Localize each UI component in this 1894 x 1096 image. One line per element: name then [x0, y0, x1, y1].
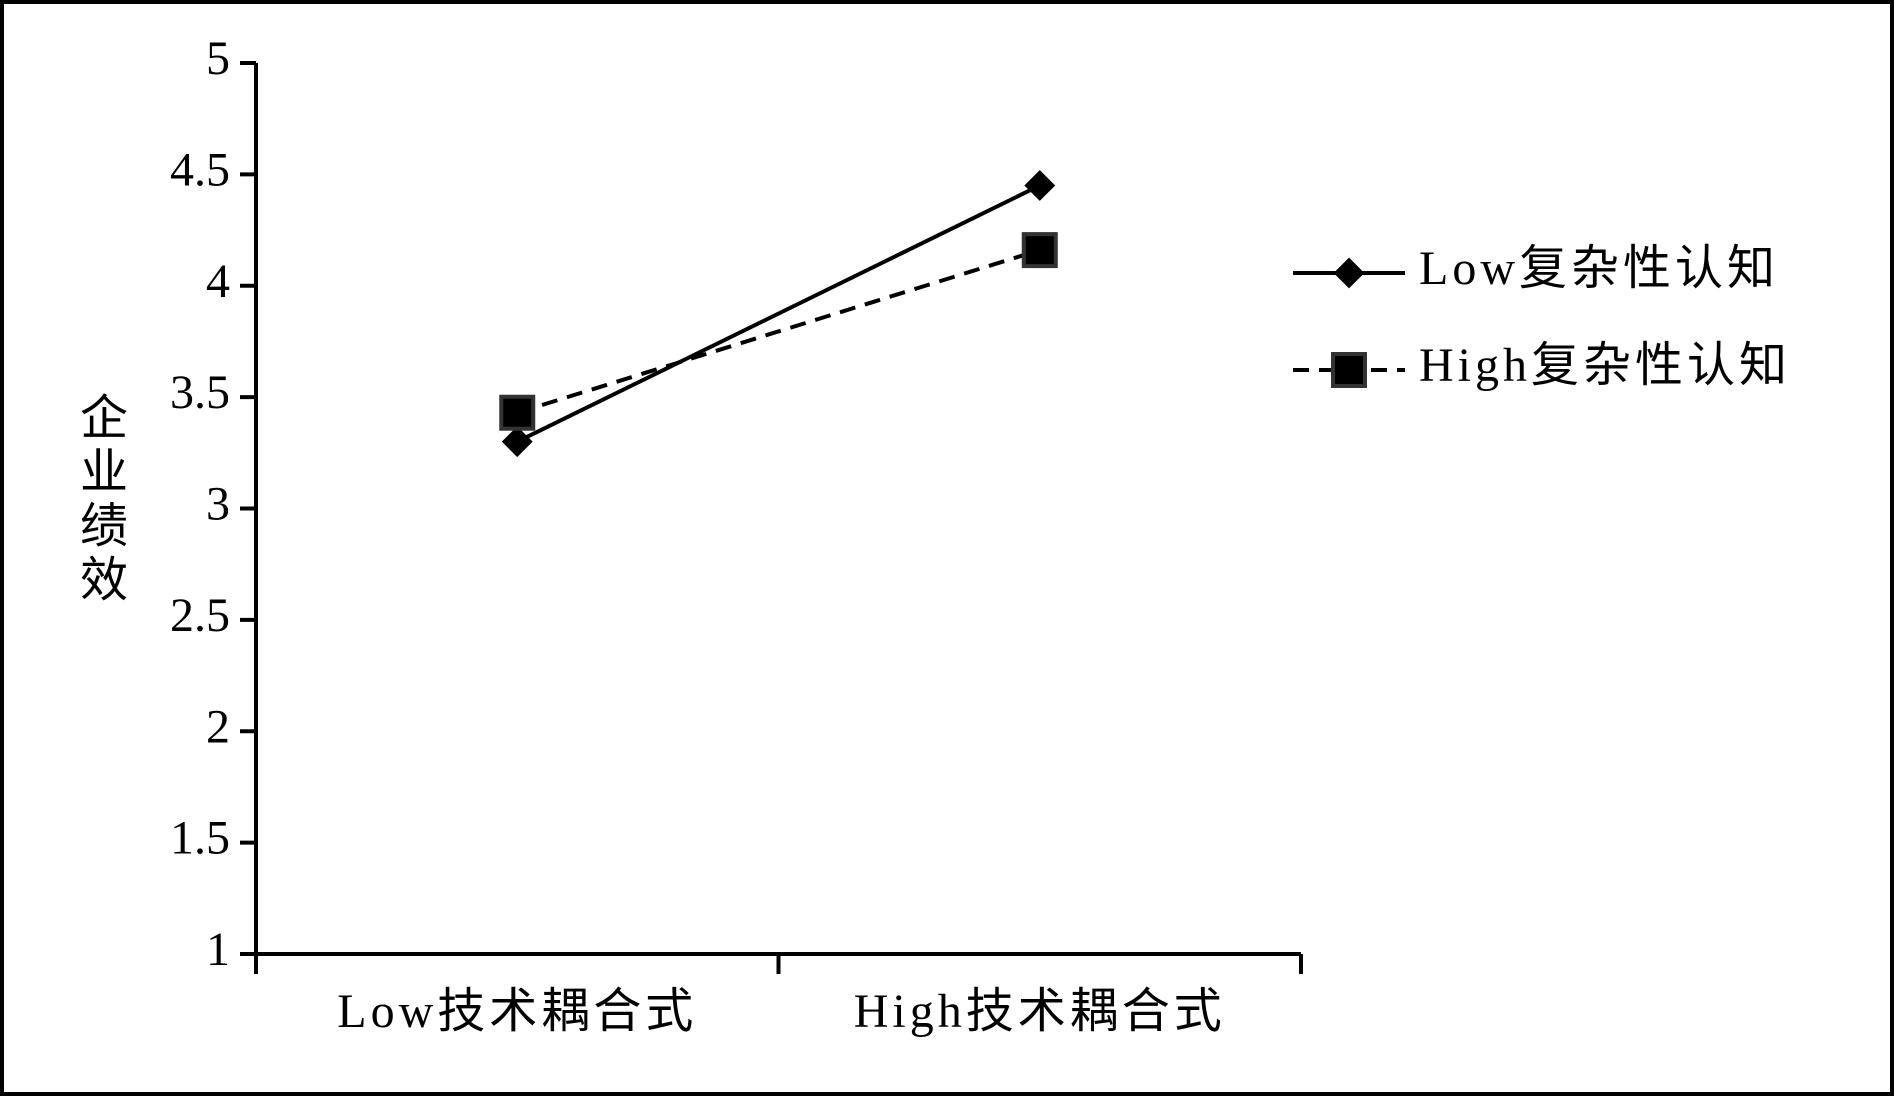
y-tick-label: 4: [206, 255, 230, 308]
point: [1024, 170, 1056, 201]
legend-label: Low复杂性认知: [1419, 242, 1779, 295]
y-tick-label: 1: [206, 923, 230, 976]
series-line: [516, 183, 1041, 444]
point: [499, 394, 536, 431]
point: [1021, 232, 1058, 269]
legend-marker: [1331, 352, 1367, 388]
y-tick-label: 3: [206, 478, 230, 531]
series-line: [516, 248, 1041, 415]
y-tick-label: 3.5: [170, 366, 230, 419]
y-tick-label: 1.5: [170, 812, 230, 865]
y-tick-label: 2.5: [170, 589, 230, 642]
y-axis-title: 企业绩效: [72, 392, 127, 608]
legend-marker: [1333, 257, 1365, 289]
x-tick-label: Low技术耦合式: [337, 985, 697, 1038]
point: [501, 426, 533, 458]
y-tick-label: 5: [206, 32, 230, 85]
y-tick-label: 4.5: [170, 143, 230, 196]
x-tick-label: High技术耦合式: [854, 985, 1226, 1038]
legend-label: High复杂性认知: [1419, 339, 1791, 392]
y-tick-label: 2: [206, 700, 230, 753]
